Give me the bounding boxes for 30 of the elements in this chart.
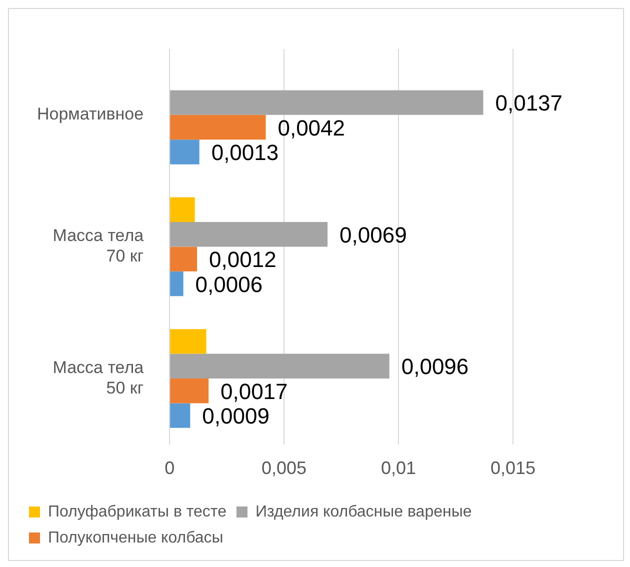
bar <box>170 222 328 247</box>
x-tick-label: 0,015 <box>490 458 536 478</box>
y-tick-label: Масса тела 50 кг <box>52 358 144 398</box>
legend-label: Полукопченые колбасы <box>48 529 224 546</box>
data-label: 0,0013 <box>211 140 279 166</box>
bar <box>170 329 206 354</box>
data-label: 0,0069 <box>340 222 407 248</box>
bar <box>170 197 195 222</box>
bar <box>170 140 200 164</box>
bar <box>170 90 484 115</box>
x-tick-label: 0,01 <box>381 458 416 478</box>
bar <box>170 354 390 378</box>
data-label: 0,0009 <box>202 404 270 429</box>
bar <box>170 246 198 272</box>
data-label: 0,0096 <box>401 354 469 380</box>
bar <box>170 403 190 428</box>
data-label: 0,0042 <box>278 115 346 140</box>
y-tick-label: Нормативное <box>36 104 144 124</box>
x-tick-label: 0 <box>164 458 175 478</box>
data-label: 0,0137 <box>495 90 563 116</box>
y-tick-label: Масса тела 70 кг <box>52 226 144 266</box>
data-label: 0,0006 <box>195 272 263 297</box>
data-label: 0,0012 <box>209 247 276 272</box>
bar <box>170 271 184 296</box>
legend-label: Изделия колбасные вареные <box>255 503 472 520</box>
data-label: 0,0017 <box>220 378 288 404</box>
x-tick-label: 0,005 <box>262 458 307 478</box>
bar <box>170 378 208 404</box>
bar <box>170 114 266 140</box>
legend-label: Полуфабрикаты в тесте <box>48 503 227 520</box>
